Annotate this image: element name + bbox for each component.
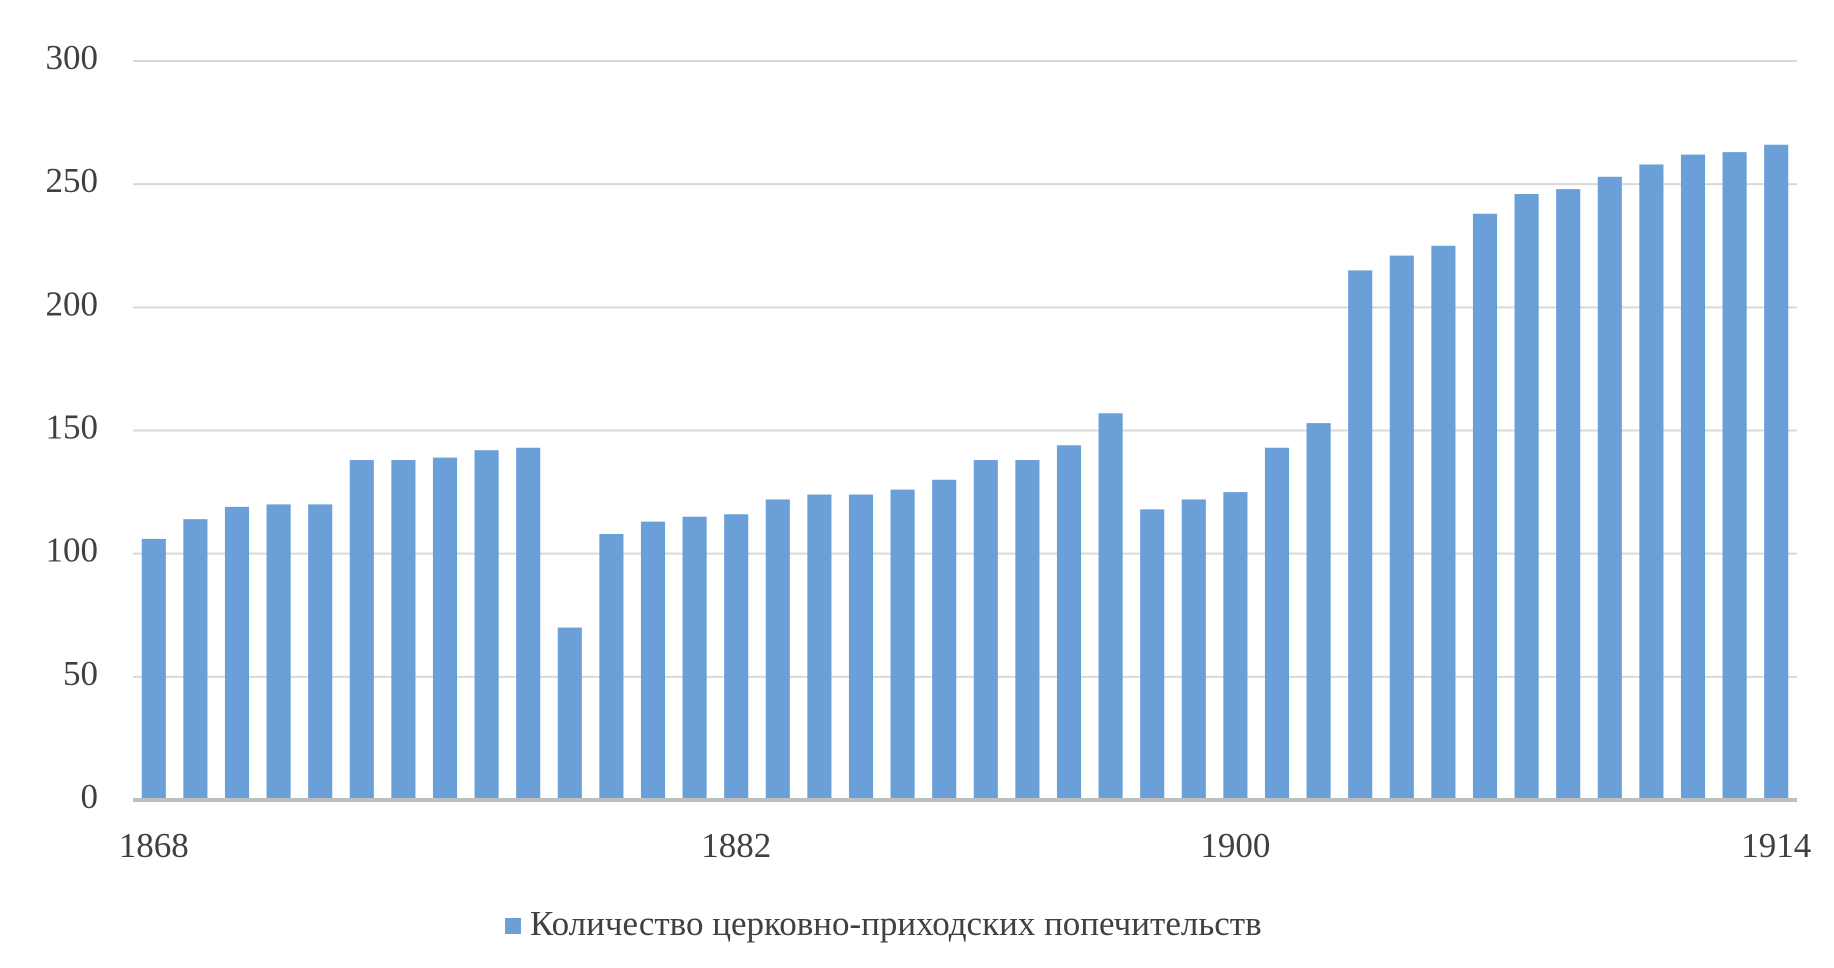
bar xyxy=(1514,194,1539,800)
y-tick-label: 50 xyxy=(63,654,98,693)
bar xyxy=(807,494,832,800)
x-tick-label: 1882 xyxy=(701,826,771,865)
bar xyxy=(474,450,499,800)
y-tick-label: 150 xyxy=(46,408,99,447)
bar xyxy=(599,533,624,800)
y-tick-label: 100 xyxy=(46,531,99,570)
bar xyxy=(1389,255,1414,800)
bar xyxy=(266,504,291,800)
y-tick-label: 300 xyxy=(46,38,99,77)
x-tick-label: 1914 xyxy=(1741,826,1811,865)
y-tick-label: 0 xyxy=(81,777,99,816)
bar xyxy=(1556,189,1581,801)
bar xyxy=(432,457,458,800)
bar xyxy=(1639,164,1664,800)
bar xyxy=(1223,492,1248,800)
bar xyxy=(1181,499,1206,800)
bar xyxy=(1306,423,1331,800)
bar xyxy=(1764,144,1789,801)
bar xyxy=(1472,213,1498,800)
bar xyxy=(1431,245,1456,800)
bar xyxy=(1015,460,1040,800)
bar xyxy=(640,521,666,800)
y-tick-label: 200 xyxy=(46,284,99,323)
bar xyxy=(308,504,333,800)
y-tick-label: 250 xyxy=(46,161,99,200)
bar xyxy=(932,479,957,800)
legend-marker xyxy=(505,918,521,934)
bar xyxy=(1680,154,1706,800)
bar xyxy=(141,538,166,800)
x-tick-label: 1868 xyxy=(119,826,189,865)
bar xyxy=(1140,509,1165,800)
x-tick-label: 1900 xyxy=(1200,826,1270,865)
bar xyxy=(183,519,208,800)
bar xyxy=(1722,152,1747,801)
bar xyxy=(224,506,250,800)
bar xyxy=(516,447,541,800)
bar xyxy=(848,494,874,800)
bar xyxy=(557,627,582,800)
legend-label: Количество церковно-приходских попечител… xyxy=(530,904,1262,943)
bar xyxy=(1098,413,1123,800)
bar xyxy=(724,514,749,800)
bar xyxy=(682,516,707,800)
bar xyxy=(349,460,374,800)
bar xyxy=(973,460,998,800)
bar xyxy=(1264,447,1290,800)
bar xyxy=(890,489,915,800)
bar xyxy=(1597,176,1622,800)
bar xyxy=(765,499,790,800)
bar xyxy=(391,460,416,800)
bar xyxy=(1056,445,1082,800)
bar xyxy=(1348,270,1373,801)
